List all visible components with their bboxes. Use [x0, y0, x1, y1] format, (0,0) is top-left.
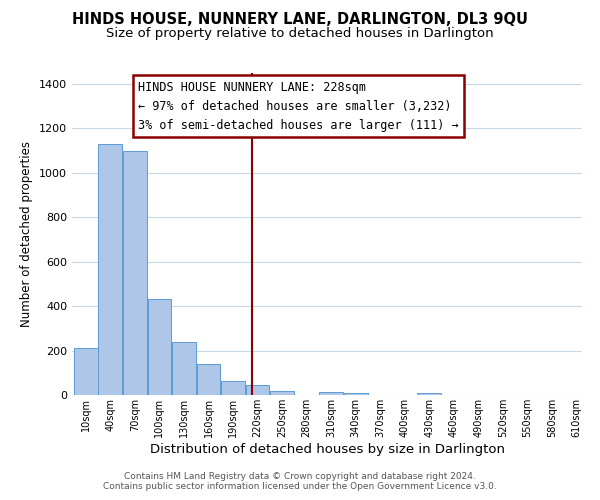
Y-axis label: Number of detached properties: Number of detached properties — [20, 141, 34, 327]
Text: Size of property relative to detached houses in Darlington: Size of property relative to detached ho… — [106, 28, 494, 40]
Bar — [245, 385, 269, 395]
Bar — [319, 392, 343, 395]
Bar — [172, 342, 196, 395]
Text: Contains HM Land Registry data © Crown copyright and database right 2024.: Contains HM Land Registry data © Crown c… — [124, 472, 476, 481]
Bar — [270, 390, 294, 395]
Bar — [221, 381, 245, 395]
Bar — [344, 393, 368, 395]
Bar — [417, 393, 441, 395]
Text: HINDS HOUSE NUNNERY LANE: 228sqm
← 97% of detached houses are smaller (3,232)
3%: HINDS HOUSE NUNNERY LANE: 228sqm ← 97% o… — [139, 80, 459, 132]
X-axis label: Distribution of detached houses by size in Darlington: Distribution of detached houses by size … — [149, 442, 505, 456]
Bar — [148, 300, 172, 395]
Bar — [197, 364, 220, 395]
Bar — [98, 144, 122, 395]
Text: HINDS HOUSE, NUNNERY LANE, DARLINGTON, DL3 9QU: HINDS HOUSE, NUNNERY LANE, DARLINGTON, D… — [72, 12, 528, 28]
Bar — [123, 152, 147, 395]
Text: Contains public sector information licensed under the Open Government Licence v3: Contains public sector information licen… — [103, 482, 497, 491]
Bar — [74, 348, 98, 395]
